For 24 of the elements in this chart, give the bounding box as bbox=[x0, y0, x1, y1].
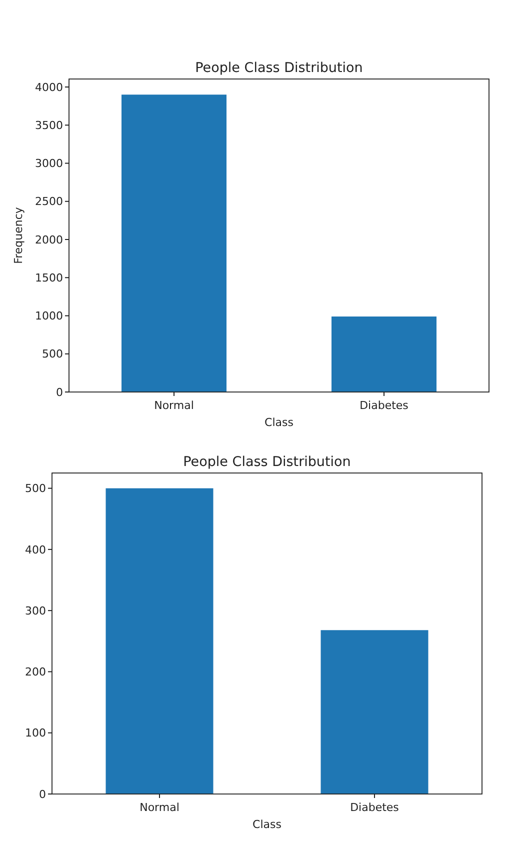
x-axis-title: Class bbox=[252, 818, 282, 831]
y-tick-label: 2000 bbox=[35, 233, 63, 246]
y-tick-label: 0 bbox=[56, 386, 63, 399]
y-tick-label: 0 bbox=[39, 788, 46, 801]
y-tick-label: 1000 bbox=[35, 310, 63, 323]
x-tick-label: Normal bbox=[140, 801, 180, 814]
y-tick-label: 300 bbox=[25, 604, 46, 618]
y-tick-label: 3000 bbox=[35, 157, 63, 170]
x-tick-label: Diabetes bbox=[360, 399, 409, 412]
y-tick-label: 100 bbox=[25, 726, 46, 740]
y-tick-label: 500 bbox=[42, 348, 63, 361]
y-axis-title: Frequency bbox=[12, 206, 25, 264]
y-tick-label: 1500 bbox=[35, 271, 63, 284]
x-tick-label: Normal bbox=[154, 399, 194, 412]
y-tick-label: 3500 bbox=[35, 118, 63, 132]
y-tick-label: 500 bbox=[25, 482, 46, 496]
x-tick-label: Diabetes bbox=[350, 801, 400, 814]
chart-title: People Class Distribution bbox=[195, 60, 363, 76]
y-tick-label: 400 bbox=[25, 543, 46, 556]
x-axis-title: Class bbox=[264, 416, 294, 429]
chart-title: People Class Distribution bbox=[183, 454, 351, 470]
y-tick-label: 4000 bbox=[35, 80, 63, 94]
y-tick-label: 2500 bbox=[35, 195, 63, 208]
y-tick-label: 200 bbox=[25, 666, 46, 679]
